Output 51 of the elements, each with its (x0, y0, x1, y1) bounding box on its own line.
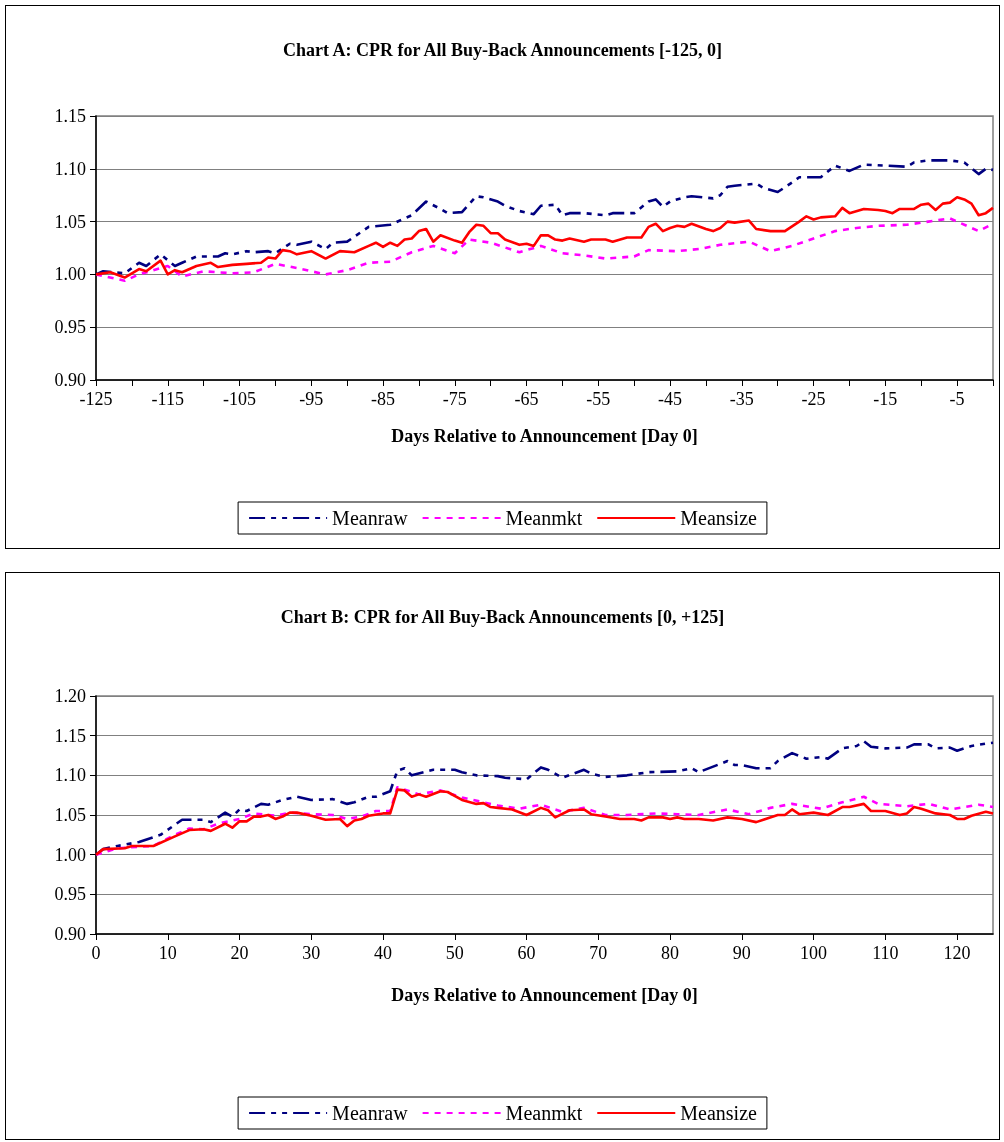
x-tick-label: 120 (943, 943, 971, 963)
x-tick-label: 0 (91, 943, 101, 963)
y-tick-label: 0.95 (54, 884, 86, 905)
y-tick-label: 1.05 (54, 805, 86, 825)
y-tick-label: 1.00 (54, 844, 86, 865)
x-tick-label: -85 (371, 389, 396, 409)
x-tick-label: -15 (873, 389, 898, 409)
x-tick-label: 60 (517, 943, 536, 963)
y-tick-label: 0.95 (54, 317, 86, 338)
line-series (94, 196, 995, 279)
x-tick-label: 40 (374, 943, 393, 963)
y-tick-label: 0.90 (54, 370, 86, 390)
legend-label: Meanmkt (505, 507, 583, 529)
y-tick-label: 1.20 (54, 686, 86, 706)
y-tick-label: 1.10 (54, 158, 86, 179)
legend-label: Meanraw (332, 507, 409, 529)
x-tick-label: -65 (514, 389, 539, 409)
x-tick-label: -55 (586, 389, 611, 409)
y-tick-label: 1.00 (54, 264, 86, 285)
x-tick-label: 10 (158, 943, 177, 963)
x-tick-label: -35 (729, 389, 754, 409)
x-tick-label: 80 (661, 943, 680, 963)
x-axis-title: Days Relative to Announcement [Day 0] (391, 985, 698, 1005)
legend-label: Meanraw (332, 1102, 409, 1124)
x-tick-label: -75 (442, 389, 467, 409)
x-axis-title: Days Relative to Announcement [Day 0] (391, 426, 698, 446)
x-tick-label: 50 (445, 943, 464, 963)
x-tick-label: 70 (589, 943, 608, 963)
x-tick-label: 30 (302, 943, 321, 963)
legend-label: Meansize (680, 1102, 758, 1124)
x-tick-label: 100 (800, 943, 828, 963)
x-tick-label: -95 (299, 389, 324, 409)
x-tick-label: 90 (732, 943, 751, 963)
x-tick-label: -105 (223, 389, 257, 409)
x-tick-label: -125 (79, 389, 113, 409)
y-tick-label: 1.10 (54, 765, 86, 786)
chart-title: Chart B: CPR for All Buy-Back Announcements [0, +125] (280, 607, 725, 627)
x-tick-label: -25 (801, 389, 826, 409)
y-tick-label: 0.90 (54, 924, 86, 944)
line-series (94, 159, 995, 276)
x-tick-label: 110 (872, 943, 899, 963)
chart-title: Chart A: CPR for All Buy-Back Announcements [-125, 0] (282, 40, 723, 60)
y-tick-label: 1.15 (54, 725, 86, 746)
x-tick-label: -45 (658, 389, 683, 409)
legend-label: Meanmkt (505, 1102, 583, 1124)
x-tick-label: -115 (151, 389, 184, 409)
y-tick-label: 1.15 (54, 106, 86, 126)
y-tick-label: 1.05 (54, 211, 86, 232)
legend-label: Meansize (680, 507, 758, 529)
x-tick-label: 20 (230, 943, 249, 963)
x-tick-label: -5 (949, 389, 965, 409)
